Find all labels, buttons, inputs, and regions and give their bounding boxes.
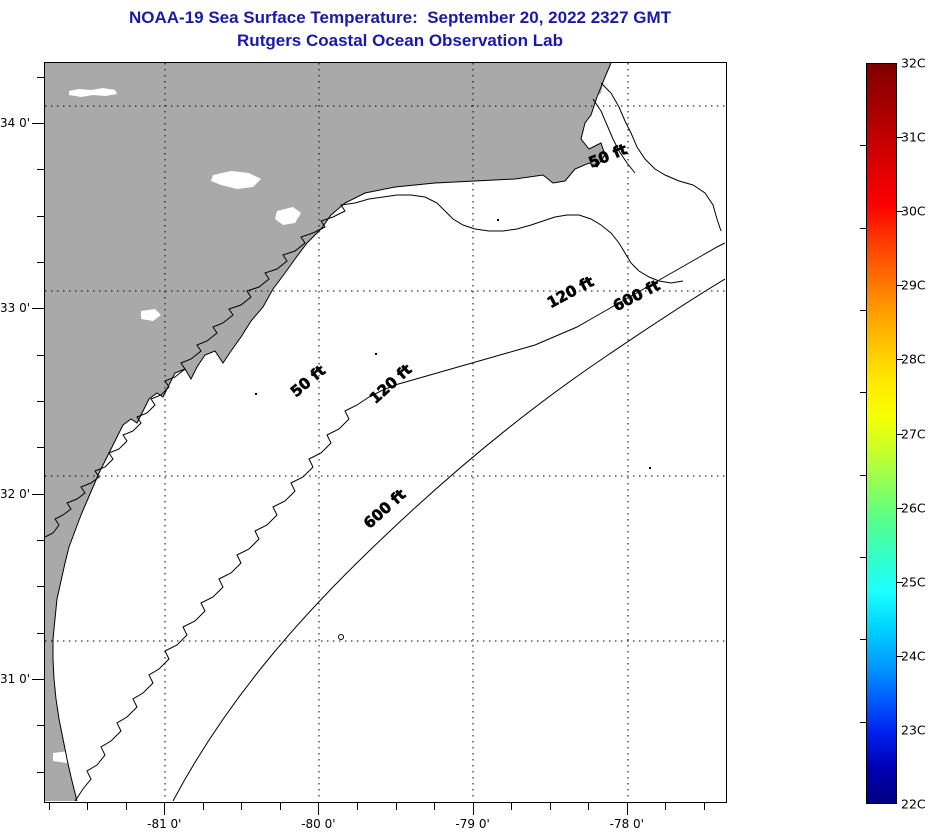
x-axis-label: -80 0' bbox=[301, 817, 336, 831]
chart-title: NOAA-19 Sea Surface Temperature: Septemb… bbox=[0, 6, 800, 52]
x-axis-label: -81 0' bbox=[147, 817, 182, 831]
colorbar-tick-fahrenheit bbox=[860, 474, 867, 476]
inland-water bbox=[53, 88, 343, 763]
x-axis-tick bbox=[87, 803, 89, 810]
y-axis-tick bbox=[32, 308, 44, 310]
y-axis-tick bbox=[37, 771, 44, 773]
x-axis-tick bbox=[202, 803, 204, 810]
title-line-secondary: Rutgers Coastal Ocean Observation Lab bbox=[237, 31, 563, 50]
map-graphics bbox=[45, 63, 725, 801]
colorbar-label-celsius: 22C bbox=[901, 796, 926, 812]
x-axis-tick bbox=[279, 803, 281, 810]
colorbar-tick-celsius bbox=[896, 137, 903, 139]
isobath-120ft bbox=[74, 242, 725, 801]
x-axis-tick bbox=[434, 803, 436, 810]
colorbar-label-celsius: 31C bbox=[901, 129, 926, 145]
title-line-primary: NOAA-19 Sea Surface Temperature: Septemb… bbox=[128, 8, 672, 27]
map-speckles bbox=[255, 219, 651, 640]
colorbar-tick-fahrenheit bbox=[860, 639, 867, 641]
y-axis-label: 33 0' bbox=[0, 301, 31, 316]
land-mass bbox=[45, 63, 611, 801]
colorbar-tick-celsius bbox=[896, 359, 903, 361]
colorbar-tick-celsius bbox=[896, 581, 903, 583]
y-axis-tick bbox=[37, 586, 44, 588]
y-axis-tick bbox=[37, 215, 44, 217]
y-axis-tick bbox=[32, 678, 44, 680]
y-axis-tick bbox=[32, 123, 44, 125]
x-axis-tick bbox=[665, 803, 667, 810]
x-axis-label: -78 0' bbox=[609, 817, 644, 831]
sst-map-panel[interactable]: 50 ft 50 ft 120 ft 120 ft 600 ft 600 ft bbox=[44, 62, 727, 803]
x-axis-tick bbox=[164, 803, 166, 815]
x-axis-tick bbox=[626, 803, 628, 815]
colorbar-tick-celsius bbox=[896, 433, 903, 435]
isobath-600ft bbox=[172, 278, 725, 801]
colorbar-tick-celsius bbox=[896, 285, 903, 287]
colorbar-label-celsius: 26C bbox=[901, 500, 926, 516]
colorbar-label-celsius: 25C bbox=[901, 574, 926, 590]
x-axis-tick bbox=[549, 803, 551, 810]
x-axis-tick bbox=[318, 803, 320, 815]
colorbar-tick-fahrenheit bbox=[860, 721, 867, 723]
x-axis-tick bbox=[588, 803, 590, 810]
colorbar-label-celsius: 24C bbox=[901, 648, 926, 664]
x-axis-tick bbox=[511, 803, 513, 810]
colorbar-tick-celsius bbox=[896, 507, 903, 509]
y-axis-tick bbox=[37, 76, 44, 78]
y-axis-tick bbox=[37, 447, 44, 449]
colorbar-tick-fahrenheit bbox=[860, 145, 867, 147]
colorbar-tick-celsius bbox=[896, 211, 903, 213]
y-axis-tick bbox=[32, 493, 44, 495]
y-axis-label: 34 0' bbox=[0, 116, 31, 131]
colorbar-label-celsius: 27C bbox=[901, 426, 926, 441]
x-axis-tick bbox=[472, 803, 474, 815]
x-axis-tick bbox=[241, 803, 243, 810]
x-axis-tick bbox=[357, 803, 358, 810]
temperature-colorbar[interactable] bbox=[866, 63, 897, 804]
colorbar-tick-celsius bbox=[896, 655, 903, 657]
x-axis-tick bbox=[125, 803, 127, 810]
x-axis-tick bbox=[395, 803, 397, 810]
colorbar-label-celsius: 32C bbox=[901, 55, 926, 71]
colorbar-label-celsius: 29C bbox=[901, 277, 926, 293]
colorbar-tick-fahrenheit bbox=[860, 310, 867, 311]
colorbar-label-celsius: 28C bbox=[901, 351, 926, 367]
colorbar-gradient bbox=[867, 64, 896, 803]
y-axis-tick bbox=[37, 539, 44, 541]
y-axis-tick bbox=[37, 262, 44, 264]
y-axis-tick bbox=[37, 169, 44, 171]
x-axis-tick bbox=[703, 803, 705, 810]
x-axis-tick bbox=[48, 803, 50, 810]
x-axis-label: -79 0' bbox=[455, 817, 490, 831]
coastline bbox=[52, 63, 722, 801]
isobath-50ft bbox=[45, 194, 684, 538]
colorbar-tick-fahrenheit bbox=[860, 557, 867, 558]
y-axis-tick bbox=[37, 401, 44, 402]
y-axis-tick bbox=[37, 725, 44, 727]
colorbar-label-celsius: 23C bbox=[901, 722, 926, 738]
colorbar-label-celsius: 30C bbox=[901, 203, 926, 219]
y-axis-label: 31 0' bbox=[0, 671, 31, 686]
y-axis-tick bbox=[37, 632, 44, 634]
colorbar-tick-fahrenheit bbox=[860, 392, 867, 394]
y-axis-tick bbox=[37, 354, 44, 356]
colorbar-tick-fahrenheit bbox=[860, 227, 867, 229]
y-axis-label: 32 0' bbox=[0, 486, 31, 501]
